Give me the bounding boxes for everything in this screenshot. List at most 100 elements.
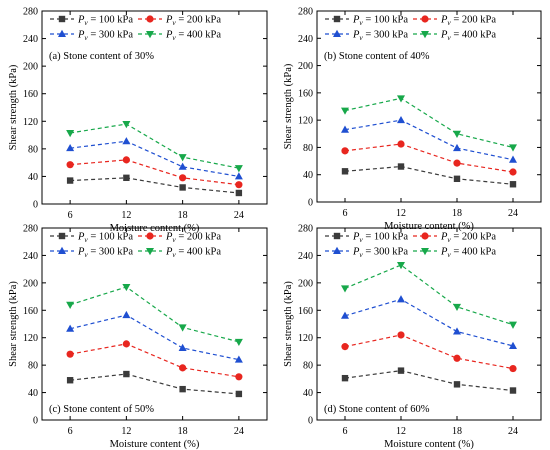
legend-item-4: Pv = 400 kPa	[413, 30, 496, 43]
legend-label: Pv = 300 kPa	[77, 30, 133, 43]
legend-marker	[146, 248, 154, 256]
y-tick-label: 200	[23, 62, 38, 73]
x-tick-label: 12	[396, 208, 406, 219]
legend-marker	[146, 232, 154, 240]
data-point-series-1	[179, 385, 186, 393]
data-point-series-3	[234, 355, 243, 363]
series-line-1	[344, 165, 514, 185]
legend-item-2: Pv = 200 kPa	[138, 15, 221, 27]
data-point-series-2	[453, 354, 461, 362]
series-line-3	[69, 314, 239, 361]
x-tick-label: 6	[343, 426, 348, 437]
y-tick-label: 80	[28, 361, 38, 372]
legend-marker	[421, 15, 429, 23]
series-line-3	[70, 140, 239, 178]
data-point-series-3	[341, 311, 349, 319]
x-tick-label: 24	[234, 426, 244, 437]
data-point-series-4	[341, 107, 349, 115]
legend-label: Pv = 100 kPa	[77, 232, 133, 245]
legend-label: Pv = 400 kPa	[165, 30, 221, 43]
legend-label: Pv = 400 kPa	[440, 247, 496, 260]
y-tick-label: 280	[298, 7, 313, 18]
x-axis-label: Moisture content (%)	[384, 439, 474, 450]
x-tick-label: 18	[452, 426, 462, 437]
y-tick-label: 160	[298, 88, 313, 99]
series-line-1	[344, 370, 514, 392]
data-point-series-4	[397, 262, 405, 270]
legend-marker	[333, 29, 341, 37]
x-tick-label: 24	[234, 210, 244, 221]
legend-item-2: Pv = 200 kPa	[413, 15, 496, 28]
series-line-4	[344, 97, 514, 149]
data-point-series-2	[397, 331, 405, 339]
legend-marker	[58, 29, 66, 37]
y-tick-label: 160	[23, 306, 38, 317]
y-tick-label: 280	[23, 7, 38, 18]
legend-label: Pv = 400 kPa	[440, 30, 496, 43]
data-point-series-1	[341, 374, 349, 382]
data-point-series-1	[397, 163, 405, 170]
x-tick-label: 24	[508, 208, 518, 219]
data-point-series-2	[341, 147, 349, 155]
data-point-series-2	[509, 364, 517, 373]
series-line-2	[344, 143, 514, 173]
y-tick-label: 160	[23, 89, 38, 100]
y-tick-label: 40	[303, 170, 313, 181]
x-tick-label: 12	[121, 426, 131, 437]
y-tick-label: 160	[298, 306, 313, 317]
x-tick-label: 18	[178, 426, 188, 437]
data-point-series-3	[178, 343, 187, 351]
data-point-series-4	[341, 285, 349, 293]
data-point-series-1	[123, 174, 130, 182]
y-tick-label: 120	[298, 116, 313, 127]
data-point-series-4	[122, 121, 131, 129]
y-tick-label: 0	[33, 200, 38, 211]
y-axis-label: Shear strength (kPa)	[283, 281, 294, 367]
data-point-series-4	[66, 130, 75, 138]
legend-marker	[146, 15, 154, 23]
data-point-series-4	[234, 165, 243, 173]
y-tick-label: 0	[308, 198, 313, 209]
y-tick-label: 0	[33, 416, 38, 427]
y-tick-label: 80	[28, 144, 38, 155]
data-point-series-2	[122, 340, 130, 348]
legend-marker	[421, 248, 429, 256]
data-point-series-3	[509, 155, 517, 163]
legend-item-3: Pv = 300 kPa	[50, 29, 133, 43]
panel-annotation-c: (c) Stone content of 50%	[49, 404, 154, 415]
plot-frame	[41, 227, 268, 421]
data-point-series-4	[453, 130, 461, 138]
legend-label: Pv = 400 kPa	[165, 247, 221, 260]
y-tick-label: 80	[303, 361, 313, 372]
data-point-series-2	[509, 168, 517, 176]
legend-label: Pv = 100 kPa	[77, 15, 133, 28]
data-point-series-1	[509, 181, 517, 188]
legend-label: Pv = 100 kPa	[352, 15, 408, 28]
data-point-series-3	[122, 137, 131, 145]
data-point-series-3	[178, 162, 187, 170]
legend-label: Pv = 200 kPa	[440, 15, 496, 28]
legend-marker	[58, 15, 66, 23]
data-point-series-2	[179, 174, 187, 182]
x-axis-label: Moisture content (%)	[384, 221, 474, 232]
data-point-series-1	[179, 184, 186, 191]
data-point-series-4	[178, 154, 187, 162]
series-line-1	[70, 373, 239, 395]
legend-label: Pv = 200 kPa	[165, 232, 221, 245]
y-tick-label: 40	[28, 388, 38, 399]
panel-annotation-b: (b) Stone content of 40%	[324, 51, 430, 62]
x-tick-label: 12	[121, 210, 131, 221]
legend-label: Pv = 300 kPa	[352, 247, 408, 260]
data-point-series-3	[397, 295, 405, 303]
data-point-series-1	[235, 189, 243, 197]
y-tick-label: 200	[23, 278, 38, 289]
data-point-series-2	[235, 373, 243, 381]
series-line-4	[70, 123, 239, 169]
legend-marker	[146, 31, 154, 39]
legend-item-3: Pv = 300 kPa	[325, 247, 408, 260]
data-point-series-3	[453, 143, 461, 152]
data-point-series-1	[123, 370, 130, 378]
legend-marker	[333, 232, 341, 240]
